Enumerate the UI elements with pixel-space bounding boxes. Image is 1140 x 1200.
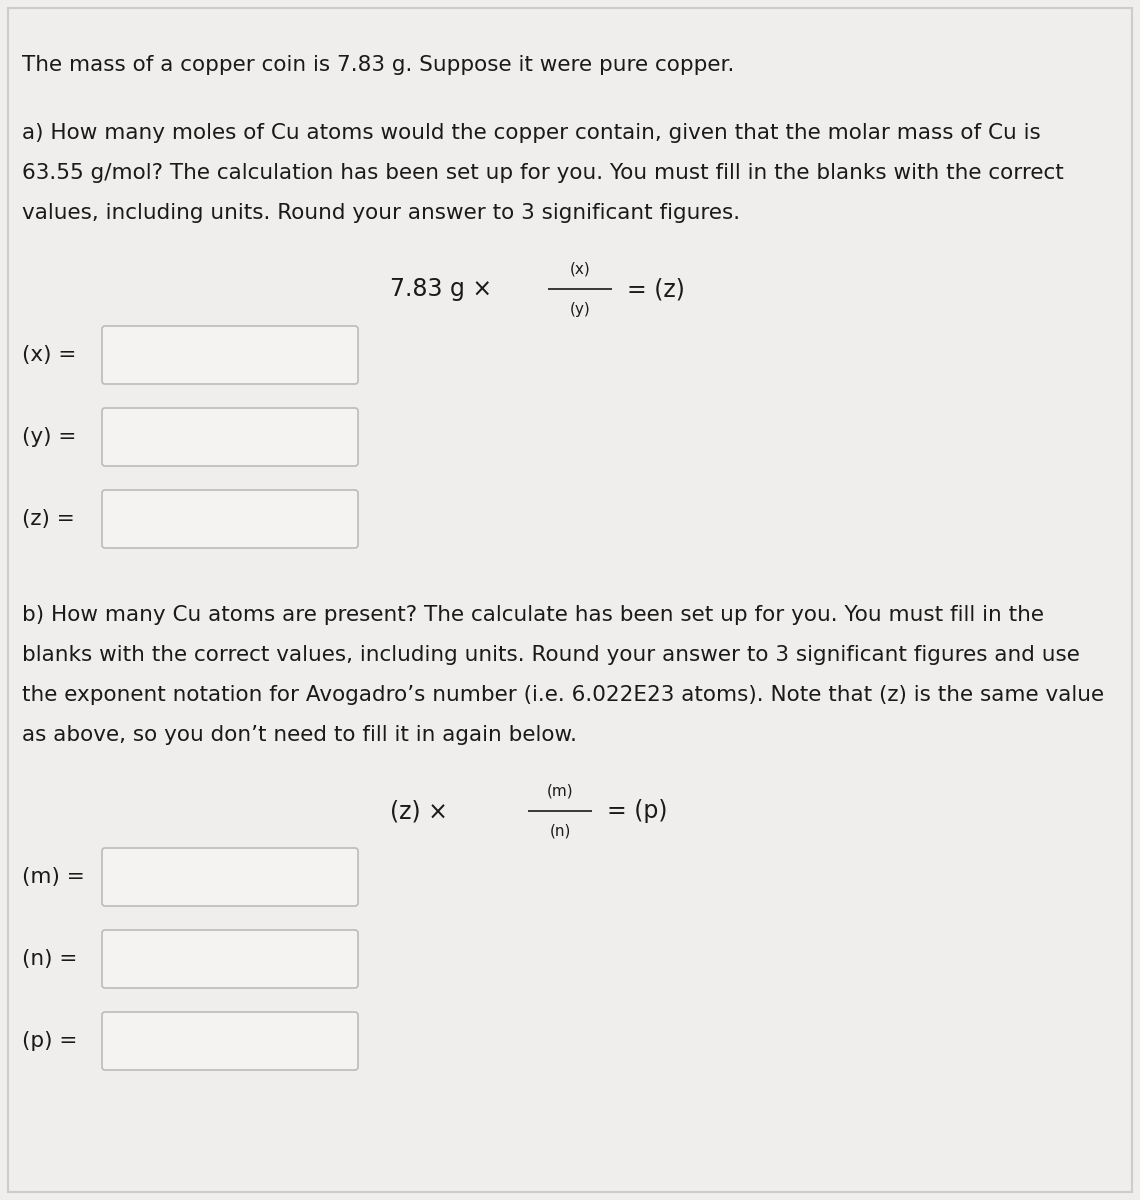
- Text: = (p): = (p): [606, 799, 668, 823]
- Text: (p) =: (p) =: [22, 1031, 78, 1051]
- FancyBboxPatch shape: [101, 930, 358, 988]
- Text: (m): (m): [547, 782, 573, 798]
- Text: (z) =: (z) =: [22, 509, 75, 529]
- Text: as above, so you don’t need to fill it in again below.: as above, so you don’t need to fill it i…: [22, 725, 577, 745]
- FancyBboxPatch shape: [8, 8, 1132, 1192]
- Text: 63.55 g/mol? The calculation has been set up for you. You must fill in the blank: 63.55 g/mol? The calculation has been se…: [22, 163, 1064, 182]
- FancyBboxPatch shape: [101, 326, 358, 384]
- FancyBboxPatch shape: [101, 408, 358, 466]
- Text: (x): (x): [570, 260, 591, 276]
- Text: values, including units. Round your answer to 3 significant figures.: values, including units. Round your answ…: [22, 203, 740, 223]
- Text: a) How many moles of Cu atoms would the copper contain, given that the molar mas: a) How many moles of Cu atoms would the …: [22, 122, 1041, 143]
- Text: b) How many Cu atoms are present? The calculate has been set up for you. You mus: b) How many Cu atoms are present? The ca…: [22, 605, 1044, 625]
- Text: (n) =: (n) =: [22, 949, 78, 970]
- Text: = (z): = (z): [627, 277, 685, 301]
- Text: blanks with the correct values, including units. Round your answer to 3 signific: blanks with the correct values, includin…: [22, 646, 1080, 665]
- Text: (y) =: (y) =: [22, 427, 76, 446]
- Text: 7.83 g ×: 7.83 g ×: [390, 277, 499, 301]
- Text: (y): (y): [570, 302, 591, 317]
- Text: (m) =: (m) =: [22, 866, 84, 887]
- FancyBboxPatch shape: [101, 490, 358, 548]
- FancyBboxPatch shape: [101, 848, 358, 906]
- Text: the exponent notation for Avogadro’s number (i.e. 6.022E23 atoms). Note that (z): the exponent notation for Avogadro’s num…: [22, 685, 1105, 704]
- FancyBboxPatch shape: [101, 1012, 358, 1070]
- Text: (n): (n): [549, 824, 571, 839]
- Text: The mass of a copper coin is 7.83 g. Suppose it were pure copper.: The mass of a copper coin is 7.83 g. Sup…: [22, 55, 734, 74]
- Text: (x) =: (x) =: [22, 346, 76, 365]
- Text: (z) ×: (z) ×: [390, 799, 455, 823]
